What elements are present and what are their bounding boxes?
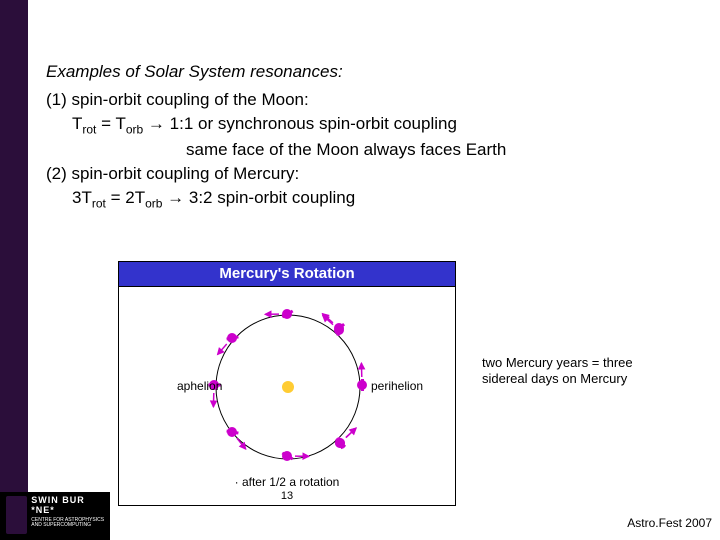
- figure-number: 13: [119, 490, 455, 502]
- perihelion-label: perihelion: [371, 379, 423, 393]
- swinburne-logo: SWIN BUR *NE* CENTRE FOR ASTROPHYSICS AN…: [0, 492, 110, 540]
- example-1-equation: Trot = Torb → 1:1 or synchronous spin-or…: [46, 112, 696, 138]
- sun-icon: [282, 381, 294, 393]
- figure-title: Mercury's Rotation: [119, 262, 455, 287]
- example-1-heading: (1) spin-orbit coupling of the Moon:: [46, 88, 696, 112]
- logo-mark: [6, 496, 27, 534]
- mercury-rotation-figure: Mercury's Rotation aphelion perihelion ·…: [118, 261, 456, 506]
- left-accent-bar: [0, 0, 28, 540]
- figure-caption: · after 1/2 a rotation: [119, 475, 455, 489]
- aphelion-label: aphelion: [177, 379, 222, 393]
- slide-content: Examples of Solar System resonances: (1)…: [46, 62, 696, 212]
- orbit-svg: [119, 287, 457, 505]
- slide-title: Examples of Solar System resonances:: [46, 62, 696, 82]
- footer-text: Astro.Fest 2007: [627, 516, 712, 530]
- side-note: two Mercury years = three sidereal days …: [482, 355, 677, 388]
- example-2-equation: 3Trot = 2Torb → 3:2 spin-orbit coupling: [46, 186, 696, 212]
- example-2-heading: (2) spin-orbit coupling of Mercury:: [46, 162, 696, 186]
- example-1-result: same face of the Moon always faces Earth: [46, 138, 696, 162]
- logo-text: SWIN BUR *NE* CENTRE FOR ASTROPHYSICS AN…: [31, 496, 106, 536]
- figure-body: aphelion perihelion · after 1/2 a rotati…: [119, 287, 455, 505]
